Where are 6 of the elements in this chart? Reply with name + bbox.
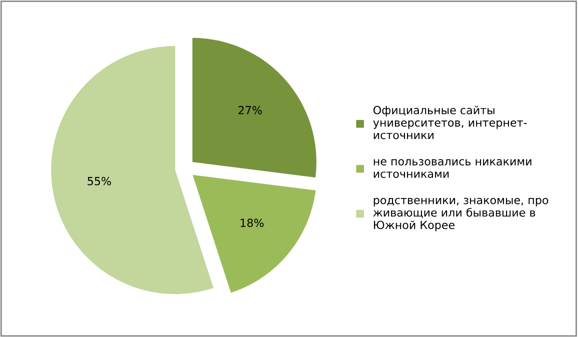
- data-label: 18%: [240, 218, 264, 228]
- legend-label: не пользовались никакими источниками: [374, 159, 532, 178]
- data-label: 27%: [238, 106, 262, 114]
- legend-label: родственники, знакомые, про живающие или бывавшие в Южной Корее: [373, 198, 548, 232]
- legend-label: Официальные сайты университетов, интернет- источники: [373, 106, 527, 140]
- data-label: 55%: [88, 176, 111, 186]
